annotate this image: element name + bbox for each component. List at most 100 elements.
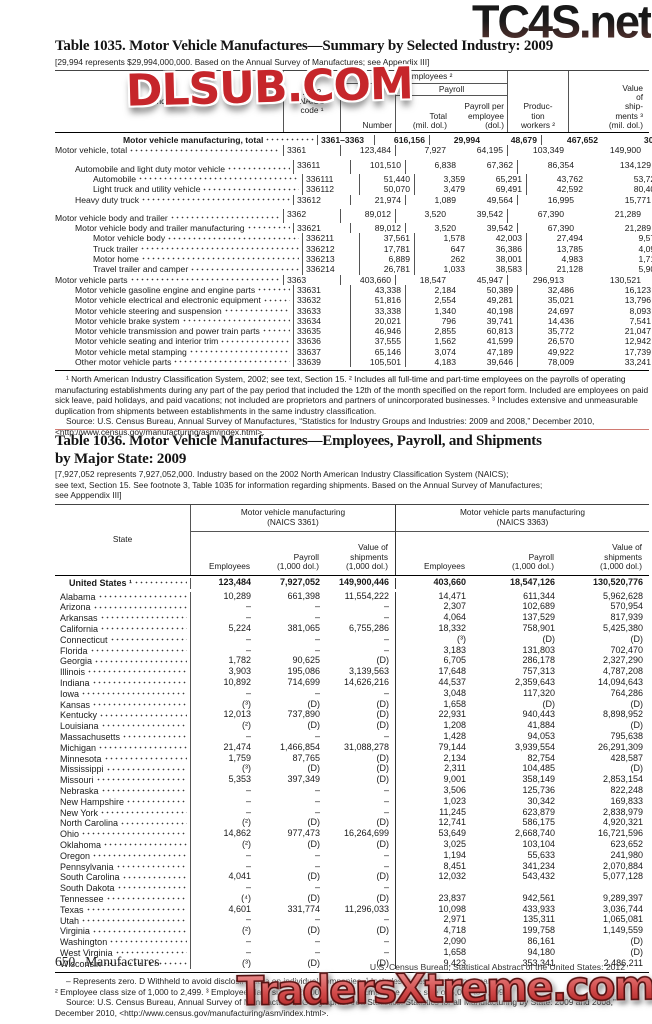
- industry-cell: Motor vehicle steering and suspension: [65, 306, 293, 316]
- naics-cell: 33621: [293, 223, 350, 234]
- state-label: Indiana: [60, 678, 90, 689]
- leader-dots: [99, 710, 187, 719]
- shipments-cell-right: (D): [630, 764, 644, 774]
- employees-cell-right: 12,032: [395, 872, 472, 884]
- payroll-cell-left: –: [314, 688, 320, 698]
- leader-dots: [95, 775, 187, 784]
- shipments-cell: 16,123: [624, 284, 651, 295]
- state-row: Nebraska – – – 3,506 125,736 822,248: [55, 785, 649, 797]
- payroll-per-employee-cell: 39,646: [486, 357, 513, 368]
- shipments-cell-left: –: [383, 850, 389, 860]
- shipments-cell: 12,942: [624, 336, 651, 347]
- state-row: Iowa – – – 3,048 117,320 764,286: [55, 688, 649, 700]
- payroll-per-employee-cell: 48,679: [510, 135, 537, 146]
- employees-number-cell: 50,070: [359, 184, 414, 195]
- employees-cell-left: 5,224: [190, 623, 257, 635]
- state-cell: Louisiana: [55, 721, 190, 732]
- payroll-cell-left: –: [314, 645, 320, 655]
- payroll-cell-right: 433,933: [522, 904, 555, 914]
- shipments-cell-left: (D): [376, 958, 390, 968]
- leader-dots: [81, 915, 187, 924]
- payroll-cell-right: 341,234: [522, 861, 555, 871]
- industry-cell: Motor vehicle body and trailer manufactu…: [65, 223, 293, 233]
- table-row: Motor vehicle body and trailer manufactu…: [55, 223, 651, 234]
- production-workers-cell: 296,913: [507, 274, 568, 285]
- payroll-cell-left: 714,699: [287, 677, 320, 687]
- leader-dots: [103, 958, 187, 967]
- employees-cell-left: –: [190, 861, 257, 873]
- shipments-cell-right: 570,954: [610, 602, 643, 612]
- payroll-per-employee-cell: 39,542: [486, 223, 513, 234]
- employees-number-cell: 403,660: [340, 274, 395, 285]
- state-label: New Hampshire: [60, 796, 125, 807]
- employees-cell-right: 8,451: [395, 861, 472, 873]
- table-1035-title: Table 1035. Motor Vehicle Manufactures—S…: [55, 38, 554, 54]
- table-row: Motor vehicle parts 3363 403,660 18,547 …: [55, 274, 649, 285]
- state-row: Louisiana (²) (D) (D) 1,208 41,884 (D): [55, 721, 649, 732]
- payroll-cell-right: 942,561: [522, 893, 555, 903]
- leader-dots: [140, 244, 299, 252]
- naics-cell: 336212: [302, 243, 359, 255]
- shipments-cell-right: 2,327,290: [602, 656, 643, 666]
- leader-dots: [134, 577, 187, 586]
- header-value-of-shipments: Value of ship- ments ³ (mil. dol.): [568, 71, 648, 133]
- shipments-cell: 17,739: [624, 346, 651, 357]
- source-text: Source: U.S. Census Bureau, Annual Surve…: [55, 416, 595, 437]
- payroll-total-cell: 3,479: [414, 184, 469, 195]
- state-label: Arkansas: [60, 613, 98, 624]
- employees-cell-right: 1,428: [395, 731, 472, 743]
- state-cell: Michigan: [55, 742, 190, 754]
- payroll-per-employee-cell: 39,542: [476, 208, 503, 219]
- state-cell: Mississippi: [55, 764, 190, 775]
- employees-cell-left: 5,353: [190, 775, 257, 786]
- state-row: Missouri 5,353 397,349 (D) 9,001 358,149…: [55, 775, 649, 786]
- leader-dots: [105, 893, 187, 902]
- state-label: Alabama: [60, 591, 96, 602]
- production-workers-cell: 43,762: [526, 173, 587, 185]
- leader-dots: [103, 839, 187, 848]
- shipments-cell-right: 9,289,397: [602, 893, 643, 903]
- state-cell: Florida: [55, 645, 190, 657]
- state-cell: Pennsylvania: [55, 861, 190, 873]
- shipments-cell-right: 1,149,559: [602, 926, 643, 936]
- state-row: Mississippi (³) (D) (D) 2,311 104,485 (D…: [55, 764, 649, 776]
- shipments-cell: 15,771: [624, 194, 651, 205]
- shipments-cell-left: (D): [376, 839, 390, 849]
- state-row: Utah – – – 2,971 135,311 1,065,081: [55, 915, 649, 927]
- industry-label: Heavy duty truck: [75, 194, 139, 205]
- payroll-total-cell: 1,340: [405, 305, 460, 316]
- shipments-cell-right: 5,077,128: [602, 872, 643, 882]
- payroll-cell-left: 1,466,854: [279, 742, 320, 752]
- industry-label: Automobile: [93, 173, 136, 184]
- state-row: United States ¹ 123,484 7,927,052 149,90…: [55, 577, 649, 589]
- payroll-total-cell: 1,033: [414, 264, 469, 275]
- employees-cell-left: 14,862: [190, 829, 257, 840]
- state-row: Tennessee (⁴) (D) (D) 23,837 942,561 9,2…: [55, 893, 649, 905]
- payroll-per-employee-cell: 49,564: [486, 194, 513, 205]
- leader-dots: [227, 163, 290, 172]
- state-label: Washington: [60, 937, 108, 948]
- payroll-cell-right: 543,432: [522, 872, 555, 882]
- table-1035-footnotes: ¹ North American Industry Classification…: [55, 374, 649, 437]
- table-row: Motor vehicle body and trailer 3362 89,0…: [55, 208, 649, 224]
- employees-cell-right: 11,245: [395, 807, 472, 819]
- payroll-total-cell: 796: [405, 315, 460, 327]
- payroll-total-cell: 4,183: [405, 357, 460, 368]
- table-row: Motor vehicle seating and interior trim …: [55, 336, 651, 347]
- employees-cell-left: 12,013: [190, 710, 257, 722]
- shipments-cell-left: –: [383, 731, 389, 741]
- state-row: New Hampshire – – – 1,023 30,342 169,833: [55, 796, 649, 808]
- state-row: South Dakota – – –: [55, 883, 649, 894]
- payroll-cell-left: 381,065: [287, 623, 320, 633]
- table-row: Travel trailer and camper 336214 26,781 …: [55, 264, 652, 275]
- state-label: Virginia: [60, 926, 90, 937]
- table-row: Motor vehicle brake system 33634 20,021 …: [55, 315, 651, 327]
- industry-label: Motor vehicle manufacturing, total: [123, 135, 264, 146]
- shipments-cell-right: 623,652: [610, 839, 643, 849]
- shipments-cell: 130,521: [609, 274, 641, 285]
- leader-dots: [126, 796, 187, 805]
- shipments-cell: 13,796: [624, 295, 651, 306]
- shipments-cell: 21,047: [624, 326, 651, 337]
- employees-number-cell: 46,946: [350, 326, 405, 337]
- shipments-cell-left: –: [383, 807, 389, 817]
